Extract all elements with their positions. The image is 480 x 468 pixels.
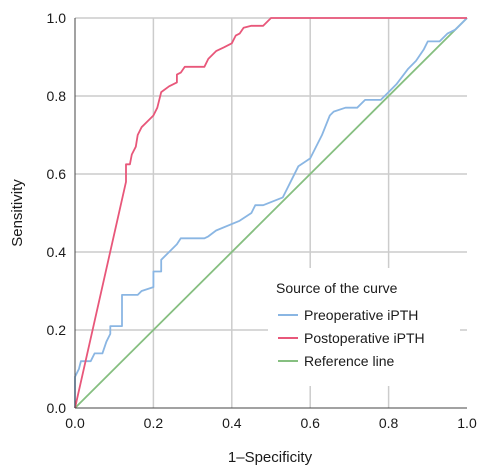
x-tick-label: 0.8	[379, 415, 399, 431]
x-axis-title: 1–Specificity	[228, 449, 313, 466]
axes	[74, 18, 467, 409]
series-line-preoperative-ipth	[74, 17, 468, 408]
x-tick-label: 0.2	[144, 415, 164, 431]
y-tick-label: 1.0	[47, 10, 67, 26]
y-tick-label: 0.6	[47, 166, 67, 182]
y-axis-title: Sensitivity	[9, 179, 26, 247]
legend-box	[268, 268, 460, 386]
legend-title: Source of the curve	[276, 280, 398, 296]
x-tick-label: 1.0	[457, 415, 477, 431]
x-tick-label: 0.4	[222, 415, 242, 431]
legend-label-postoperative-ipth: Postoperative iPTH	[304, 330, 425, 346]
legend-label-preoperative-ipth: Preoperative iPTH	[304, 307, 418, 323]
legend-label-reference-line: Reference line	[304, 353, 394, 369]
y-tick-label: 0.8	[47, 88, 67, 104]
y-tick-label: 0.0	[47, 400, 67, 416]
x-tick-label: 0.6	[300, 415, 320, 431]
y-tick-label: 0.2	[47, 322, 67, 338]
y-tick-label: 0.4	[47, 244, 67, 260]
legend-items: Preoperative iPTH Postoperative iPTH Refer…	[278, 307, 425, 369]
reference-layer	[74, 17, 468, 409]
tick-labels: 0.0 0.2 0.4 0.6 0.8 1.0 0.0 0.2 0.4 0.6 0.8 1.0	[47, 10, 477, 431]
legend: Source of the curve Preoperative iPTH Pos…	[268, 268, 460, 386]
series-layer	[74, 17, 468, 409]
series-line-postoperative-ipth	[74, 17, 467, 409]
x-tick-label: 0.0	[65, 415, 85, 431]
series-line-reference-line	[74, 17, 468, 409]
